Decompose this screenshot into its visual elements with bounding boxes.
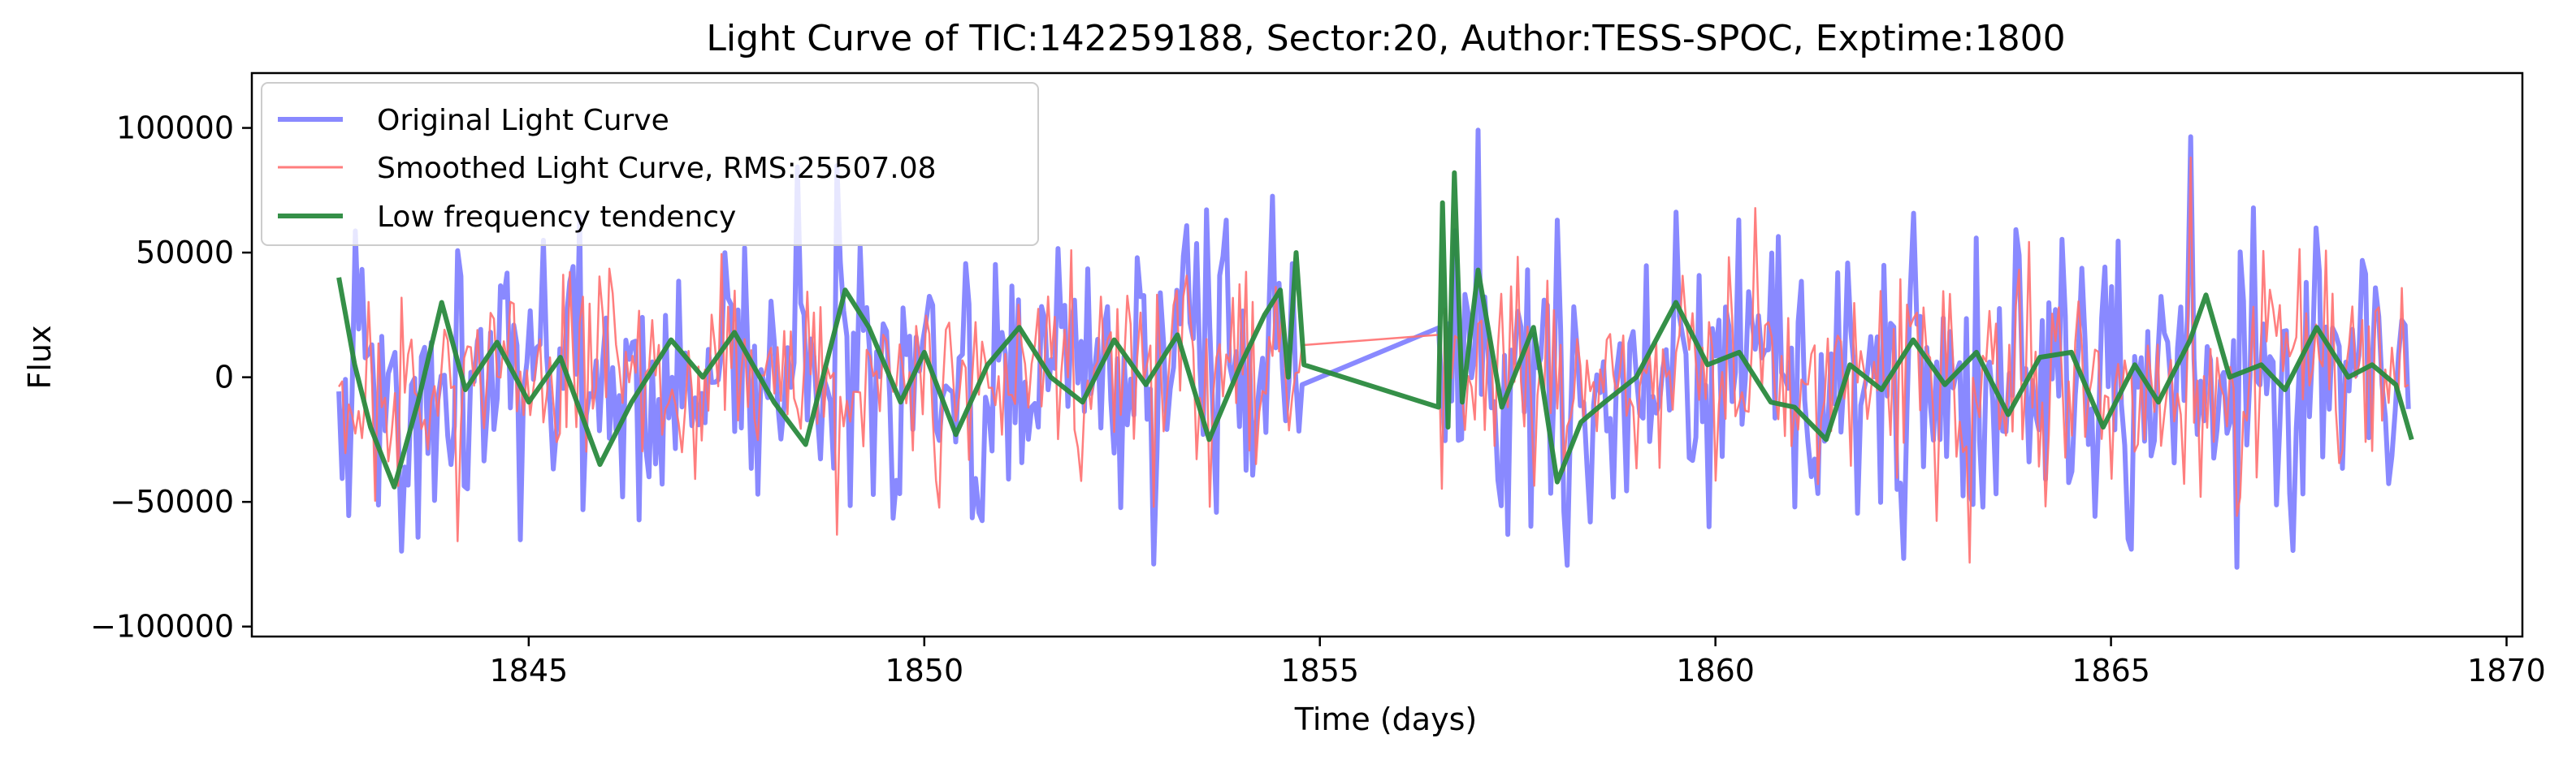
x-tick-label: 1870 [2467,653,2546,688]
chart-title: Light Curve of TIC:142259188, Sector:20,… [706,18,2065,59]
y-axis-label: Flux [22,326,58,390]
series-low-frequency-tendency [336,170,2414,490]
series-smoothed-light-curve [338,156,2409,564]
legend-label-smoothed: Smoothed Light Curve, RMS:25507.08 [377,152,937,185]
legend-label-original: Original Light Curve [377,104,669,137]
y-tick-label: −100000 [90,609,234,645]
x-tick-label: 1850 [885,653,963,688]
series-layer [336,127,2414,570]
legend-box [261,82,1039,246]
x-axis-label: Time (days) [1294,701,1477,737]
x-axis: 1845 1850 1855 1860 1865 1870 [489,637,2546,688]
x-tick-label: 1855 [1280,653,1359,688]
legend: Original Light Curve Smoothed Light Curv… [261,82,1039,246]
x-tick-label: 1845 [489,653,568,688]
legend-label-low-frequency: Low frequency tendency [377,201,736,234]
y-tick-label: 0 [214,360,234,395]
y-tick-label: −50000 [110,484,234,520]
y-tick-label: 100000 [116,110,234,146]
x-tick-label: 1865 [2072,653,2150,688]
plot-frame [250,71,2524,638]
x-tick-label: 1860 [1676,653,1755,688]
y-tick-label: 50000 [136,235,234,270]
y-axis: −100000 −50000 0 50000 100000 [90,110,252,645]
